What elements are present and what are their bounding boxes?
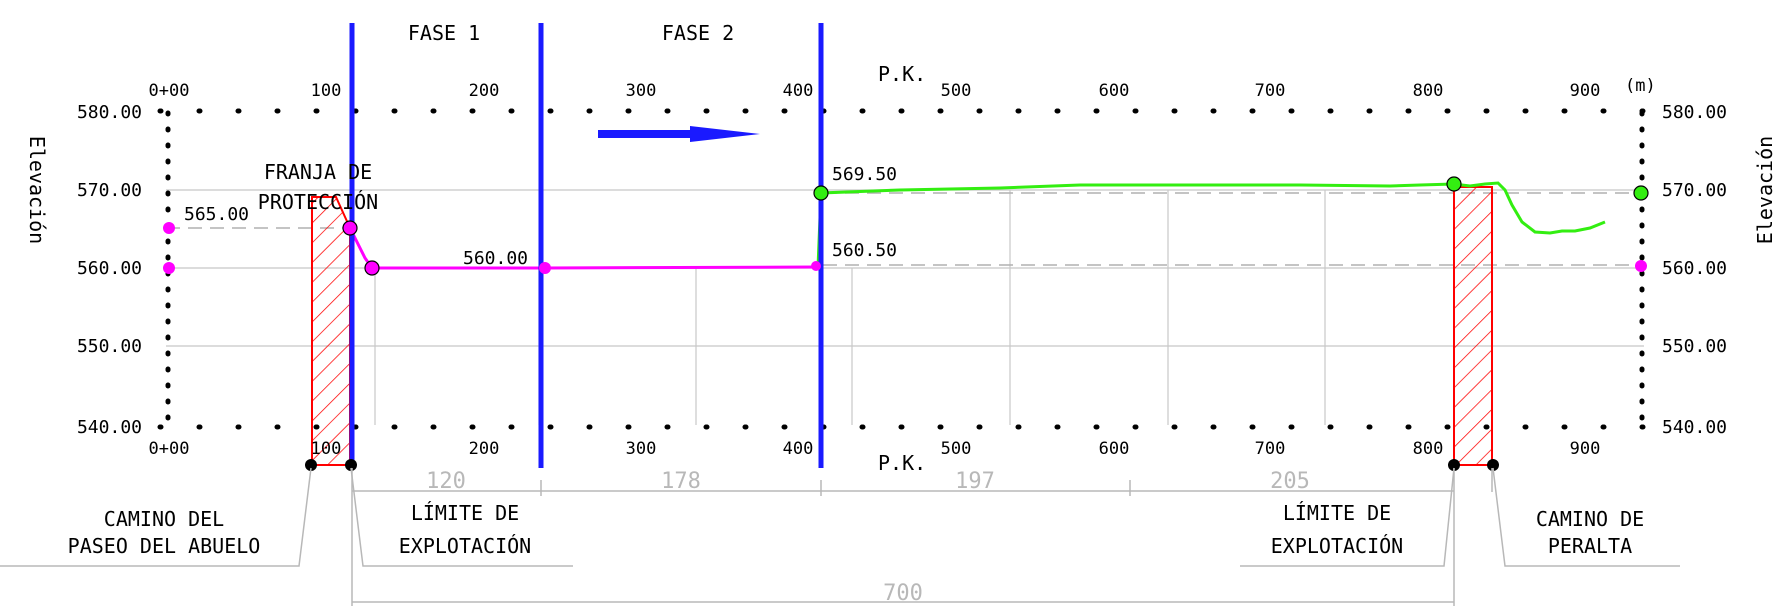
bottom-tick: 100 xyxy=(311,439,342,459)
franja-label-line1: FRANJA DE xyxy=(264,160,372,184)
limite2-line2: EXPLOTACIÓN xyxy=(1271,534,1403,558)
pk-label-bottom: P.K. xyxy=(878,451,926,475)
dimension-700: 700 xyxy=(883,581,923,606)
point-magenta-left-565 xyxy=(163,222,175,234)
elev-label: 550.00 xyxy=(77,336,142,357)
value-label-5605: 560.50 xyxy=(832,240,897,261)
dimension-178: 178 xyxy=(661,469,701,494)
bottom-tick: 900 xyxy=(1570,439,1601,459)
top-tick: 100 xyxy=(311,81,342,101)
bottom-tick: 300 xyxy=(626,439,657,459)
right-elevation-labels: 580.00 570.00 560.00 550.00 540.00 xyxy=(1662,102,1727,438)
phase-label-1: FASE 1 xyxy=(408,21,480,45)
elev-label: 570.00 xyxy=(77,180,142,201)
bottom-tick: 800 xyxy=(1413,439,1444,459)
top-pk-ticks: 0+00 100 200 300 400 500 600 700 800 900 xyxy=(149,81,1601,101)
point-magenta-5605 xyxy=(811,261,821,271)
magenta-profile-line xyxy=(348,227,819,270)
limite1-line2: EXPLOTACIÓN xyxy=(399,534,531,558)
point-magenta-right-axis xyxy=(1635,260,1647,272)
limite2-line1: LÍMITE DE xyxy=(1283,501,1391,525)
left-elevation-labels: 580.00 570.00 560.00 550.00 540.00 xyxy=(77,102,142,438)
dashed-reference-lines xyxy=(166,192,1644,266)
top-tick: 600 xyxy=(1099,81,1130,101)
bottom-tick: 700 xyxy=(1255,439,1286,459)
point-green-right-limit xyxy=(1446,176,1462,192)
dimension-120: 120 xyxy=(426,469,466,494)
point-green-right-axis xyxy=(1633,185,1649,201)
limite1-line1: LÍMITE DE xyxy=(411,501,519,525)
top-tick: 400 xyxy=(783,81,814,101)
top-tick: 800 xyxy=(1413,81,1444,101)
elev-label: 560.00 xyxy=(1662,258,1727,279)
elev-label: 550.00 xyxy=(1662,336,1727,357)
bottom-tick: 200 xyxy=(469,439,500,459)
bottom-tick: 500 xyxy=(941,439,972,459)
top-tick: 500 xyxy=(941,81,972,101)
dimension-197: 197 xyxy=(955,469,995,494)
dimension-lines xyxy=(0,467,1680,606)
top-tick: 200 xyxy=(469,81,500,101)
bottom-pk-ticks: 0+00 100 200 300 400 500 600 700 800 900 xyxy=(149,439,1601,459)
bottom-tick: 0+00 xyxy=(149,439,190,459)
point-magenta-565 xyxy=(342,220,358,236)
point-magenta-560 xyxy=(364,260,380,276)
point-magenta-phase-edge xyxy=(539,262,551,274)
axis-title-right: Elevación xyxy=(1753,136,1777,244)
camino-abuelo-line2: PASEO DEL ABUELO xyxy=(68,534,261,558)
value-label-560: 560.00 xyxy=(463,248,528,269)
point-black-limite2 xyxy=(1448,459,1460,471)
point-black-limite1 xyxy=(345,459,357,471)
elev-label: 580.00 xyxy=(1662,102,1727,123)
camino-peralta-line2: PERALTA xyxy=(1548,534,1632,558)
unit-label: (m) xyxy=(1625,76,1656,96)
points xyxy=(163,176,1649,471)
camino-peralta-line1: CAMINO DE xyxy=(1536,507,1644,531)
point-magenta-left-560 xyxy=(163,262,175,274)
point-green-5695 xyxy=(813,185,829,201)
top-tick: 900 xyxy=(1570,81,1601,101)
camino-abuelo-line1: CAMINO DEL xyxy=(104,507,224,531)
phase-dividers xyxy=(349,23,824,468)
elev-label: 580.00 xyxy=(77,102,142,123)
point-black-abuelo xyxy=(305,459,317,471)
elev-label: 570.00 xyxy=(1662,180,1727,201)
green-profile-line xyxy=(816,181,1606,268)
top-tick: 300 xyxy=(626,81,657,101)
pk-label-top: P.K. xyxy=(878,62,926,86)
hatched-zones xyxy=(311,186,1493,466)
franja-label-line2: PROTECCIÓN xyxy=(258,190,378,214)
value-label-5695: 569.50 xyxy=(832,164,897,185)
elev-label: 560.00 xyxy=(77,258,142,279)
top-tick: 0+00 xyxy=(149,81,190,101)
bottom-tick: 600 xyxy=(1099,439,1130,459)
value-label-565: 565.00 xyxy=(184,204,249,225)
top-tick: 700 xyxy=(1255,81,1286,101)
grid xyxy=(166,189,1644,425)
dimension-205: 205 xyxy=(1270,469,1310,494)
direction-arrow xyxy=(598,126,760,142)
phase-label-2: FASE 2 xyxy=(662,21,734,45)
elev-label: 540.00 xyxy=(1662,417,1727,438)
elev-label: 540.00 xyxy=(77,417,142,438)
point-black-peralta xyxy=(1487,459,1499,471)
axis-title-left: Elevación xyxy=(25,136,49,244)
bottom-tick: 400 xyxy=(783,439,814,459)
